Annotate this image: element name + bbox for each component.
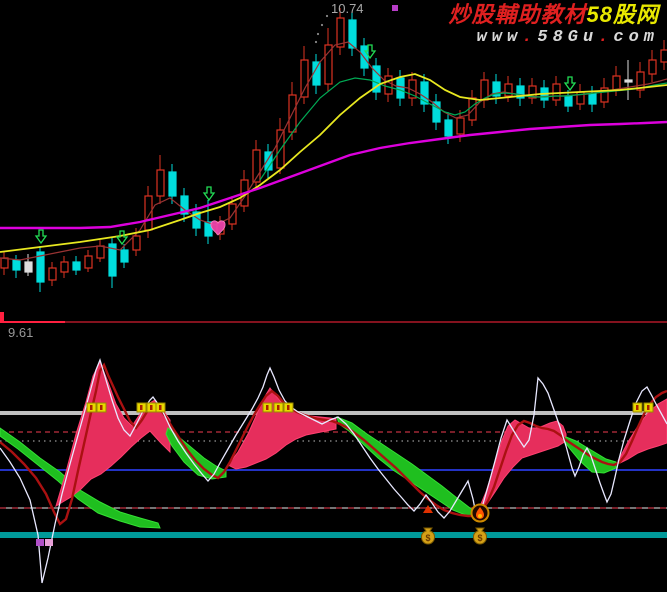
- left-edge-tick: [0, 312, 4, 321]
- green-down-arrow-icon: [363, 44, 377, 60]
- green-down-arrow-icon: [563, 76, 577, 92]
- pink-square-icon: [45, 539, 53, 546]
- yellow-square-markers: [86, 402, 654, 413]
- sell-arrow-markers: [34, 44, 577, 246]
- candles-layer: [0, 8, 667, 292]
- purple-dot-marker: [392, 5, 398, 11]
- money-bag-icon: $: [473, 527, 487, 545]
- ma-lines-layer: [0, 41, 667, 261]
- gray-threshold-line: [0, 411, 667, 415]
- red-ribbon: [477, 419, 567, 512]
- svg-text:$: $: [425, 533, 430, 543]
- main-price-panel: [0, 5, 667, 323]
- money-bag-icon: $: [421, 527, 435, 545]
- flame-marker-icon: [470, 503, 490, 523]
- indicator-panel: $ $: [0, 358, 667, 584]
- green-down-arrow-icon: [34, 229, 48, 245]
- svg-text:$: $: [477, 533, 482, 543]
- ribbon-layer: [0, 360, 667, 529]
- maroon-slow-line: [0, 362, 667, 526]
- green-down-arrow-icon: [115, 230, 129, 246]
- white-fast-line: [0, 358, 667, 584]
- purple-square-icon: [36, 539, 44, 546]
- teal-bottom-line: [0, 532, 667, 538]
- red-triangle-icon: [423, 505, 433, 513]
- green-ribbon: [0, 427, 161, 529]
- green-down-arrow-icon: [202, 186, 216, 202]
- heart-marker-icon: [210, 220, 226, 236]
